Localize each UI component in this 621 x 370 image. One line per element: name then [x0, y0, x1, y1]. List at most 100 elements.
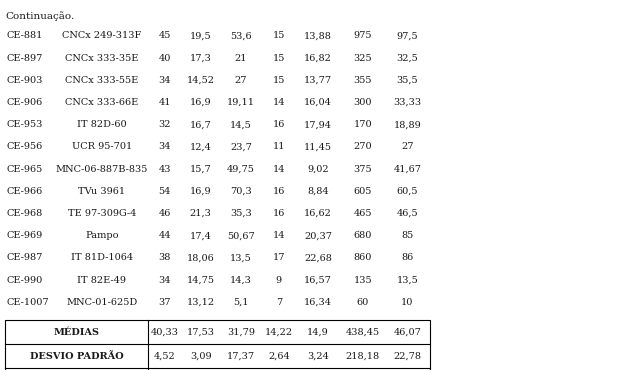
Text: 14,9: 14,9 [307, 327, 329, 337]
Text: 45: 45 [158, 31, 171, 40]
Text: 27: 27 [401, 142, 414, 151]
Text: 21,3: 21,3 [189, 209, 212, 218]
Text: 16,34: 16,34 [304, 298, 332, 307]
Text: 16: 16 [273, 209, 285, 218]
Text: CE-906: CE-906 [6, 98, 42, 107]
Text: 16,9: 16,9 [190, 187, 211, 196]
Text: 13,12: 13,12 [186, 298, 215, 307]
Text: 32: 32 [158, 120, 171, 129]
Text: 20,37: 20,37 [304, 231, 332, 240]
Text: 17,37: 17,37 [227, 352, 255, 361]
Text: 15: 15 [273, 76, 285, 85]
Text: 300: 300 [353, 98, 372, 107]
Text: 54: 54 [158, 187, 171, 196]
Text: 3,24: 3,24 [307, 352, 329, 361]
Text: DESVIO PADRÃO: DESVIO PADRÃO [30, 352, 123, 361]
Text: 32,5: 32,5 [396, 54, 419, 63]
Text: 11: 11 [273, 142, 285, 151]
Text: CNCx 333-66E: CNCx 333-66E [65, 98, 138, 107]
Text: 46,5: 46,5 [397, 209, 418, 218]
Text: 50,67: 50,67 [227, 231, 255, 240]
Text: UCR 95-701: UCR 95-701 [71, 142, 132, 151]
Text: 60: 60 [356, 298, 369, 307]
Text: 14,5: 14,5 [230, 120, 252, 129]
Text: 680: 680 [353, 231, 372, 240]
Text: CE-968: CE-968 [6, 209, 42, 218]
Text: 46,07: 46,07 [394, 327, 421, 337]
Text: 16,9: 16,9 [190, 98, 211, 107]
Text: 13,77: 13,77 [304, 76, 332, 85]
Text: 35,5: 35,5 [397, 76, 418, 85]
Text: CNCx 333-55E: CNCx 333-55E [65, 76, 138, 85]
Text: 14: 14 [273, 231, 285, 240]
Text: 16: 16 [273, 120, 285, 129]
Text: TE 97-309G-4: TE 97-309G-4 [68, 209, 136, 218]
Text: CE-881: CE-881 [6, 31, 43, 40]
Text: CE-897: CE-897 [6, 54, 43, 63]
Text: 15: 15 [273, 31, 285, 40]
Text: IT 81D-1064: IT 81D-1064 [71, 253, 133, 262]
Text: TVu 3961: TVu 3961 [78, 187, 125, 196]
Text: 43: 43 [158, 165, 171, 174]
Text: 14: 14 [273, 165, 285, 174]
Text: IT 82D-60: IT 82D-60 [77, 120, 127, 129]
Text: 7: 7 [276, 298, 282, 307]
Text: 13,5: 13,5 [230, 253, 252, 262]
Text: 375: 375 [353, 165, 372, 174]
Text: 355: 355 [353, 76, 372, 85]
Text: 49,75: 49,75 [227, 165, 255, 174]
Text: 17: 17 [273, 253, 285, 262]
Text: 4,52: 4,52 [153, 352, 176, 361]
Text: 21: 21 [235, 54, 247, 63]
Text: CE-987: CE-987 [6, 253, 43, 262]
Text: 22,68: 22,68 [304, 253, 332, 262]
Text: CE-956: CE-956 [6, 142, 42, 151]
Text: 41: 41 [158, 98, 171, 107]
Text: MÉDIAS: MÉDIAS [53, 327, 99, 337]
Text: CE-903: CE-903 [6, 76, 43, 85]
Text: 3,09: 3,09 [190, 352, 211, 361]
Text: 9,02: 9,02 [307, 165, 329, 174]
Text: 40: 40 [158, 54, 171, 63]
Text: 5,1: 5,1 [233, 298, 248, 307]
Text: 19,11: 19,11 [227, 98, 255, 107]
Text: CE-953: CE-953 [6, 120, 43, 129]
Text: 16,57: 16,57 [304, 276, 332, 285]
Text: 46: 46 [158, 209, 171, 218]
Text: 218,18: 218,18 [346, 352, 379, 361]
Text: 14,22: 14,22 [265, 327, 293, 337]
Text: 14,3: 14,3 [230, 276, 252, 285]
Text: CE-969: CE-969 [6, 231, 42, 240]
Text: 70,3: 70,3 [230, 187, 252, 196]
Text: 31,79: 31,79 [227, 327, 255, 337]
Text: CE-990: CE-990 [6, 276, 42, 285]
Text: 16,62: 16,62 [304, 209, 332, 218]
Text: 44: 44 [158, 231, 171, 240]
Text: 33,33: 33,33 [393, 98, 422, 107]
Text: 17,3: 17,3 [189, 54, 212, 63]
Text: Continuação.: Continuação. [5, 11, 75, 21]
Text: 14,75: 14,75 [186, 276, 215, 285]
Text: 41,67: 41,67 [393, 165, 422, 174]
Text: 975: 975 [353, 31, 372, 40]
Text: 8,84: 8,84 [307, 187, 329, 196]
Text: 19,5: 19,5 [190, 31, 211, 40]
Text: 270: 270 [353, 142, 372, 151]
Text: 10: 10 [401, 298, 414, 307]
Text: MNC-06-887B-835: MNC-06-887B-835 [56, 165, 148, 174]
Text: 9: 9 [276, 276, 282, 285]
Text: 27: 27 [235, 76, 247, 85]
Text: 14: 14 [273, 98, 285, 107]
Text: 860: 860 [353, 253, 372, 262]
Text: 34: 34 [158, 76, 171, 85]
Text: 34: 34 [158, 142, 171, 151]
Text: 23,7: 23,7 [230, 142, 252, 151]
Text: 97,5: 97,5 [397, 31, 418, 40]
Text: IT 82E-49: IT 82E-49 [78, 276, 126, 285]
Text: CE-1007: CE-1007 [6, 298, 49, 307]
Text: 11,45: 11,45 [304, 142, 332, 151]
Text: 53,6: 53,6 [230, 31, 252, 40]
Text: Pampo: Pampo [85, 231, 119, 240]
Text: 22,78: 22,78 [393, 352, 422, 361]
Text: 438,45: 438,45 [346, 327, 379, 337]
